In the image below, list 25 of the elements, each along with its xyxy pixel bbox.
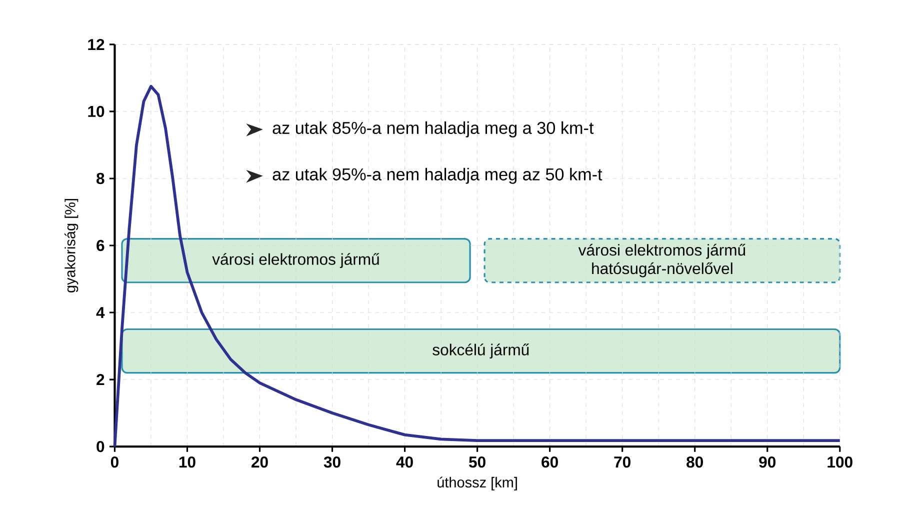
annotation: az utak 85%-a nem haladja meg a 30 km-t (272, 122, 594, 138)
x-tick-label: 50 (469, 456, 486, 468)
x-axis-title: úthossz [km] (438, 476, 517, 491)
x-tick-label: 20 (252, 456, 268, 468)
x-tick-label: 10 (179, 456, 196, 468)
y-tick-label: 4 (96, 307, 105, 318)
y-tick-label: 10 (88, 106, 104, 118)
y-tick-label: 0 (96, 441, 104, 452)
y-tick-label: 12 (88, 39, 104, 50)
x-tick-label: 100 (828, 456, 852, 468)
x-tick-label: 80 (686, 456, 703, 468)
y-axis-title: gyakoriság [%] (64, 199, 78, 293)
annotation: városi elektromos jármű (212, 253, 380, 268)
x-tick-label: 30 (324, 456, 340, 468)
x-tick-label: 70 (614, 456, 630, 468)
x-tick-label: 90 (759, 456, 776, 468)
annotation: városi elektromos jármű hatósugár-növelővel (578, 244, 746, 278)
annotation: sokcélú jármű (432, 344, 529, 359)
x-tick-label: 0 (110, 456, 118, 468)
y-tick-label: 2 (96, 374, 104, 386)
annotation: az utak 95%-a nem haladja meg az 50 km-t (272, 168, 602, 184)
x-tick-label: 40 (396, 456, 413, 468)
y-tick-label: 6 (96, 240, 104, 252)
x-tick-label: 60 (542, 456, 558, 468)
y-tick-label: 8 (96, 173, 104, 184)
